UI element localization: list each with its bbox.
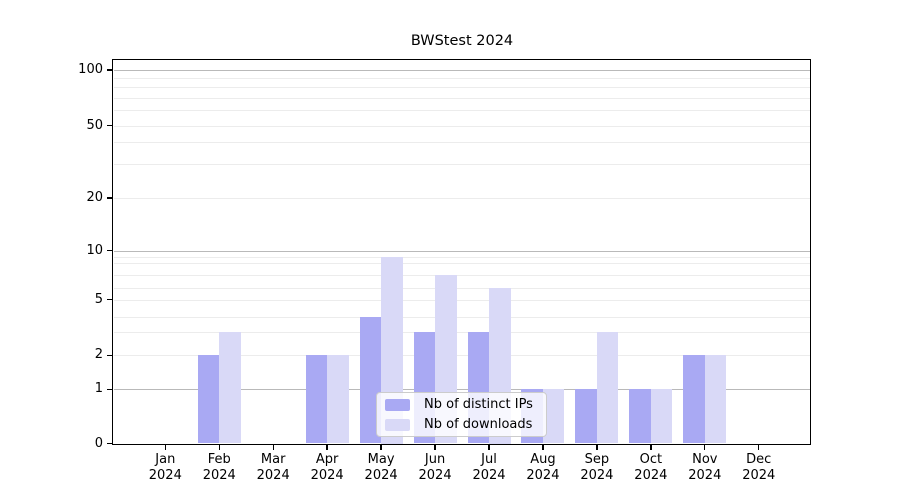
y-tick-0 xyxy=(106,442,113,445)
x-tick-oct xyxy=(650,444,652,450)
y-tick-label-2: 2 xyxy=(94,347,103,363)
bar-distinct-ips-oct xyxy=(629,389,651,444)
x-tick-year-nov: 2024 xyxy=(688,467,722,483)
y-tick-10 xyxy=(106,250,113,252)
gridline-minor-50 xyxy=(113,125,811,127)
y-tick-label-5: 5 xyxy=(94,291,103,307)
legend-entry-downloads: Nb of downloads xyxy=(385,418,546,431)
x-tick-year-oct: 2024 xyxy=(634,467,668,483)
gridline-minor-20 xyxy=(113,197,811,199)
y-tick-label-0: 0 xyxy=(94,435,103,451)
y-tick-20 xyxy=(106,197,113,199)
bar-distinct-ips-feb xyxy=(197,355,220,444)
x-tick-label-jun: Jun 2024 xyxy=(407,452,463,483)
y-tick-label-1: 1 xyxy=(94,381,103,397)
bar-distinct-ips-may xyxy=(359,316,382,444)
x-tick-jun xyxy=(434,444,436,450)
gridline-minor-60 xyxy=(113,110,811,111)
x-tick-feb xyxy=(218,444,220,450)
x-tick-nov xyxy=(704,444,706,450)
x-tick-year-aug: 2024 xyxy=(526,467,560,483)
y-tick-label-10: 10 xyxy=(86,242,103,258)
legend: Nb of distinct IPs Nb of downloads xyxy=(376,392,547,437)
gridline-major-10 xyxy=(113,250,811,252)
gridline-minor-3 xyxy=(113,331,811,333)
x-tick-label-may: May 2024 xyxy=(353,452,409,483)
y-tick-100 xyxy=(106,69,113,71)
bar-downloads-sep xyxy=(596,331,619,444)
bar-downloads-aug xyxy=(542,389,565,444)
x-tick-aug xyxy=(542,444,544,450)
x-tick-apr xyxy=(326,444,328,450)
gridline-minor-70 xyxy=(113,98,811,99)
x-tick-year-may: 2024 xyxy=(364,467,398,483)
legend-label-downloads: Nb of downloads xyxy=(424,417,533,432)
x-tick-label-feb: Feb 2024 xyxy=(191,452,247,483)
gridline-minor-4 xyxy=(113,316,811,318)
x-tick-year-apr: 2024 xyxy=(310,467,344,483)
gridline-minor-5 xyxy=(113,299,811,301)
x-tick-may xyxy=(380,444,382,450)
x-tick-year-feb: 2024 xyxy=(202,467,236,483)
bar-distinct-ips-nov xyxy=(683,355,705,444)
gridline-major-100 xyxy=(113,70,811,71)
y-tick-label-100: 100 xyxy=(78,62,103,77)
x-tick-label-oct: Oct 2024 xyxy=(623,452,679,483)
x-tick-dec xyxy=(758,444,760,450)
x-tick-label-dec: Dec 2024 xyxy=(731,452,787,483)
x-tick-jan xyxy=(164,444,166,450)
x-tick-sep xyxy=(596,444,598,450)
gridline-minor-7 xyxy=(113,275,811,277)
gridline-minor-30 xyxy=(113,164,811,165)
gridline-major-1 xyxy=(113,389,811,391)
x-tick-year-jan: 2024 xyxy=(148,467,182,483)
gridline-minor-9 xyxy=(113,257,811,258)
bar-distinct-ips-apr xyxy=(305,355,328,444)
x-tick-year-dec: 2024 xyxy=(742,467,776,483)
bar-downloads-feb xyxy=(219,331,241,444)
bar-downloads-oct xyxy=(650,389,673,444)
x-tick-label-jan: Jan 2024 xyxy=(137,452,193,483)
x-tick-label-apr: Apr 2024 xyxy=(299,452,355,483)
legend-swatch-downloads xyxy=(385,418,410,431)
bar-downloads-nov xyxy=(704,355,727,444)
x-tick-year-mar: 2024 xyxy=(256,467,290,483)
x-tick-label-mar: Mar 2024 xyxy=(245,452,301,483)
y-tick-2 xyxy=(106,354,113,356)
x-tick-mar xyxy=(272,444,274,450)
y-tick-label-50: 50 xyxy=(86,117,103,133)
legend-swatch-distinct-ips xyxy=(385,398,410,411)
x-tick-year-sep: 2024 xyxy=(580,467,614,483)
y-tick-50 xyxy=(106,125,113,127)
gridline-minor-8 xyxy=(113,263,811,265)
legend-entry-distinct-ips: Nb of distinct IPs xyxy=(385,398,546,411)
y-tick-1 xyxy=(106,388,113,390)
y-tick-5 xyxy=(106,299,113,301)
bar-distinct-ips-sep xyxy=(575,389,597,444)
x-tick-label-nov: Nov 2024 xyxy=(677,452,733,483)
x-tick-label-jul: Jul 2024 xyxy=(461,452,517,483)
gridline-minor-40 xyxy=(113,141,811,143)
gridline-minor-6 xyxy=(113,287,811,289)
gridline-minor-2 xyxy=(113,355,811,357)
gridline-minor-80 xyxy=(113,87,811,89)
legend-label-distinct-ips: Nb of distinct IPs xyxy=(424,397,533,412)
x-tick-year-jun: 2024 xyxy=(418,467,452,483)
gridline-minor-90 xyxy=(113,78,811,80)
x-tick-label-sep: Sep 2024 xyxy=(569,452,625,483)
chart-title: BWStest 2024 xyxy=(410,33,514,49)
x-tick-year-jul: 2024 xyxy=(472,467,506,483)
y-tick-label-20: 20 xyxy=(86,189,103,205)
x-tick-label-aug: Aug 2024 xyxy=(515,452,571,483)
x-tick-jul xyxy=(488,444,490,450)
bar-downloads-apr xyxy=(327,355,349,444)
